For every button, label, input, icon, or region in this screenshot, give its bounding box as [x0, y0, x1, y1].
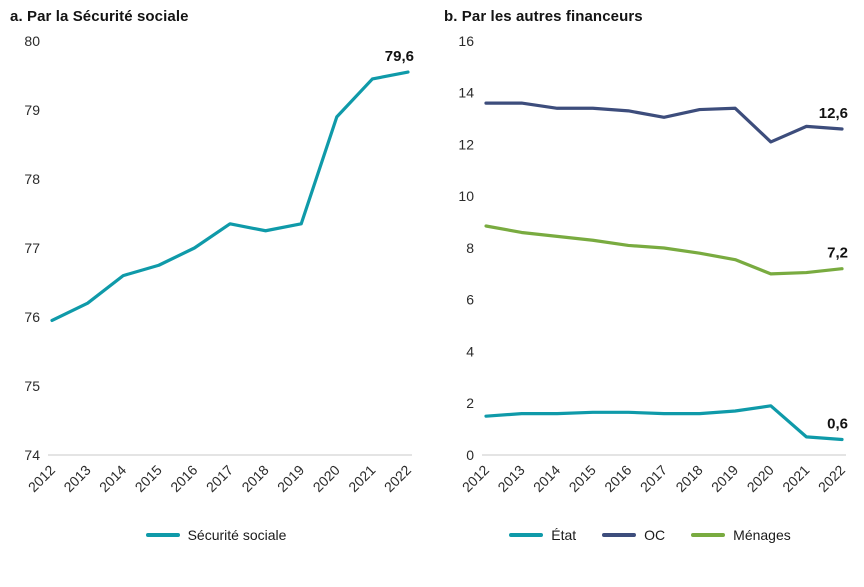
series-line-oc	[484, 101, 844, 144]
chart-securite-sociale: a. Par la Sécurité sociale 74 75 76 77 78 79 8…	[6, 6, 426, 587]
y-tick-label: 6	[466, 292, 474, 308]
series-end-value-tat: 0,6	[827, 415, 848, 432]
legend-swatch-m-nages	[691, 533, 726, 537]
legend-item-tat: État	[509, 527, 576, 543]
series-end-value-oc: 12,6	[819, 105, 848, 122]
x-tick-label: 2018	[672, 462, 705, 495]
x-tick-label: 2019	[708, 462, 741, 495]
y-tick-label: 14	[458, 85, 474, 101]
series-end-value-s-curit-sociale: 79,6	[385, 48, 414, 65]
legend-swatch-s-curit-sociale	[145, 533, 180, 537]
y-tick-label: 74	[24, 447, 40, 463]
x-tick-label: 2013	[60, 462, 93, 495]
x-tick-label: 2012	[25, 462, 58, 495]
y-tick-label: 8	[466, 240, 474, 256]
chart-a-title: a. Par la Sécurité sociale	[10, 8, 189, 25]
y-tick-label: 77	[24, 240, 40, 256]
legend-label-tat: État	[551, 527, 577, 543]
series-line-m-nages	[484, 224, 844, 276]
series-end-value-m-nages: 7,2	[827, 245, 848, 262]
x-tick-label: 2012	[459, 462, 492, 495]
x-tick-label: 2017	[203, 462, 236, 495]
x-tick-label: 2016	[601, 462, 634, 495]
chart-autres-financeurs: b. Par les autres financeurs 0 2 4 6 8 10 12 14…	[440, 6, 860, 587]
x-tick-label: 2014	[530, 462, 563, 495]
chart-b-title: b. Par les autres financeurs	[444, 8, 643, 25]
y-tick-label: 76	[24, 309, 40, 325]
x-tick-label: 2022	[381, 462, 414, 495]
y-tick-label: 80	[24, 33, 40, 49]
chart-b-plot: 0 2 4 6 8 10 12 14 16 2012 2013 2014 2015 2016 2017 201…	[440, 25, 860, 525]
y-tick-label: 78	[24, 171, 40, 187]
x-tick-label: 2016	[167, 462, 200, 495]
x-tick-label: 2020	[744, 462, 777, 495]
legend-item-m-nages: Ménages	[691, 527, 791, 543]
y-tick-label: 79	[24, 102, 40, 118]
legend-item-s-curit-sociale: Sécurité sociale	[145, 527, 287, 543]
x-tick-label: 2018	[238, 462, 271, 495]
x-tick-label: 2015	[566, 462, 599, 495]
x-tick-label: 2021	[779, 462, 812, 495]
series-line-tat	[484, 404, 844, 442]
y-tick-label: 2	[466, 395, 474, 411]
chart-a-plot: 74 75 76 77 78 79 80 2012 2013 2014 2015 2016 2017 20…	[6, 25, 426, 525]
y-tick-label: 12	[458, 136, 474, 152]
legend-label-s-curit-sociale: Sécurité sociale	[187, 527, 287, 543]
y-tick-label: 10	[458, 188, 474, 204]
series-line-s-curit-sociale	[50, 70, 410, 323]
y-tick-label: 75	[24, 378, 40, 394]
x-tick-label: 2017	[637, 462, 670, 495]
legend-swatch-tat	[509, 533, 544, 537]
x-tick-label: 2019	[274, 462, 307, 495]
legend-swatch-oc	[602, 533, 637, 537]
chart-b-legend: État OC Ménages	[440, 527, 860, 543]
x-tick-label: 2014	[96, 462, 129, 495]
x-tick-label: 2022	[815, 462, 848, 495]
legend-label-m-nages: Ménages	[733, 527, 791, 543]
y-tick-label: 16	[458, 33, 474, 49]
x-tick-label: 2013	[494, 462, 527, 495]
y-tick-label: 0	[466, 447, 474, 463]
chart-a-legend: Sécurité sociale	[6, 527, 426, 543]
x-tick-label: 2020	[310, 462, 343, 495]
legend-item-oc: OC	[602, 527, 665, 543]
x-tick-label: 2021	[345, 462, 378, 495]
legend-label-oc: OC	[644, 527, 666, 543]
y-tick-label: 4	[466, 343, 474, 359]
x-tick-label: 2015	[132, 462, 165, 495]
